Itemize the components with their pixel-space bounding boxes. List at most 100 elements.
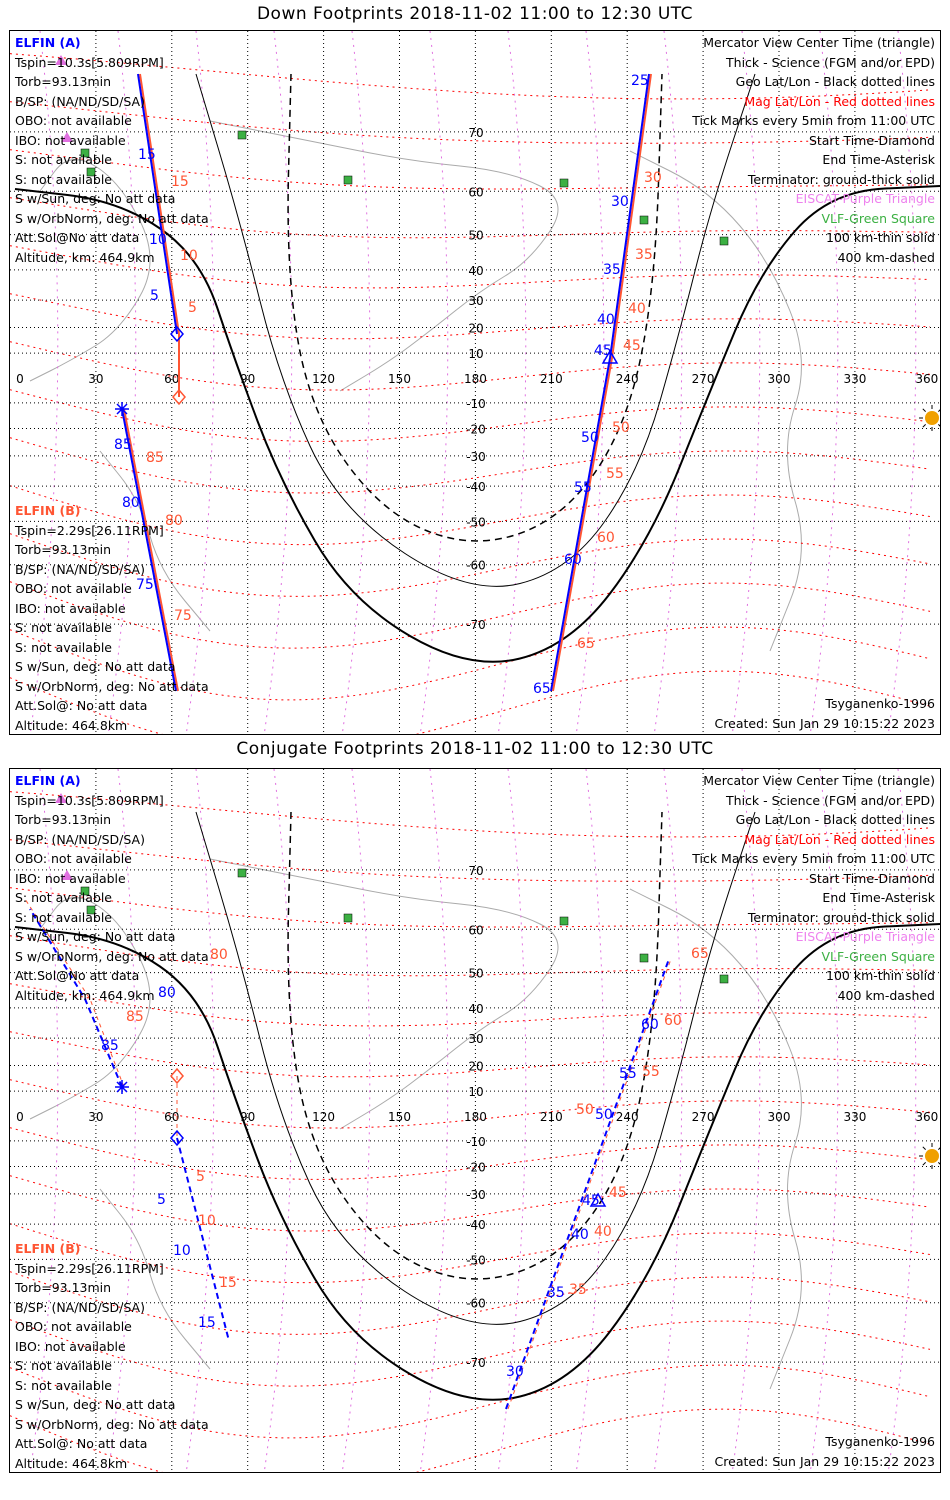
tick-label-b: 55 xyxy=(642,1064,660,1080)
elfin-a-info: ELFIN (A) Tspin=10.3s[5.809RPM] Torb=93.13… xyxy=(15,771,209,1005)
tick-label-b: 50 xyxy=(576,1102,594,1118)
coastline xyxy=(629,888,802,1390)
lon-label: 180 xyxy=(464,1110,487,1124)
elfin-a-track xyxy=(121,408,177,692)
tick-label-b: 85 xyxy=(126,1009,144,1025)
lat-label: -60 xyxy=(466,559,486,573)
info-line: S w/OrbNorm, deg: No att data xyxy=(15,210,209,226)
mag-lon-line xyxy=(653,31,683,734)
mag-lat-line xyxy=(10,1031,931,1078)
lon-label: 150 xyxy=(388,1110,411,1124)
mag-lon-line xyxy=(341,31,371,734)
mag-lon-line xyxy=(107,769,137,1472)
lat-label: -10 xyxy=(466,1135,486,1149)
mag-lat-line xyxy=(10,53,931,100)
mag-lat-line xyxy=(10,791,931,838)
tick-label-b: 5 xyxy=(188,300,197,316)
sun-ray xyxy=(922,408,926,412)
tick-label-b: 80 xyxy=(165,513,183,529)
info-line: S w/OrbNorm, deg: No att data xyxy=(15,948,209,964)
lat-label: -20 xyxy=(466,423,486,437)
info-line: S: not available xyxy=(15,639,112,655)
mag-lon-line xyxy=(107,31,137,734)
spacecraft-name: ELFIN (B) xyxy=(15,503,81,518)
vlf-station-square xyxy=(559,178,569,188)
lat-label: 50 xyxy=(468,967,483,981)
center-time-triangle xyxy=(589,1192,607,1207)
map-canvas: 0 30 60 90 120 150 180 210 240 270 300 330 360706050… xyxy=(10,31,940,734)
legend-item: 400 km-dashed xyxy=(837,987,935,1003)
lat-label: -70 xyxy=(466,1356,486,1370)
mag-lat-line xyxy=(10,101,931,144)
end-asterisk xyxy=(115,402,129,416)
vlf-station-square xyxy=(80,148,90,158)
panel-title-down: Down Footprints 2018-11-02 11:00 to 12:3… xyxy=(256,4,694,24)
legend-item: Mag Lat/Lon - Red dotted lines xyxy=(744,831,935,847)
tick-label-a: 65 xyxy=(533,681,551,697)
mag-lat-line xyxy=(10,1223,931,1284)
legend-item: Geo Lat/Lon - Black dotted lines xyxy=(735,812,935,827)
legend-item: EISCAT-Purple Triangle xyxy=(795,191,935,206)
lat-label: 20 xyxy=(468,1059,483,1073)
tick-label-b: 10 xyxy=(198,1213,216,1229)
tick-label-a: 30 xyxy=(611,194,629,210)
info-line: S w/Sun, deg: No att data xyxy=(15,191,176,206)
tick-label-b: 60 xyxy=(597,530,615,546)
tick-label-b: 85 xyxy=(146,450,164,466)
tick-label-a: 40 xyxy=(571,1227,589,1243)
lat-label: 40 xyxy=(468,1002,483,1016)
panel-title-conjugate: Conjugate Footprints 2018-11-02 11:00 to… xyxy=(236,739,714,759)
lat-label: -50 xyxy=(466,1253,486,1267)
vlf-station-square xyxy=(639,953,649,963)
lon-label: 240 xyxy=(616,372,639,386)
info-line: Att.Sol@No att data xyxy=(15,968,140,983)
lat-label: 30 xyxy=(468,294,483,308)
sun-ray xyxy=(938,424,940,427)
vlf-station-square xyxy=(639,215,649,225)
mag-lat-line xyxy=(10,581,931,649)
mag-lon-line xyxy=(185,769,215,1472)
info-line: S: not available xyxy=(15,1377,112,1393)
tick-label-b: 45 xyxy=(623,338,641,354)
lat-label: -70 xyxy=(466,618,486,632)
legend-item: End Time-Asterisk xyxy=(822,890,935,905)
info-line: OBO: not available xyxy=(15,851,132,866)
legend-item: 100 km-thin solid xyxy=(826,968,935,983)
lon-label: 60 xyxy=(164,372,179,386)
start-diamond-b xyxy=(170,1067,184,1085)
spacecraft-name: ELFIN (B) xyxy=(15,1241,81,1256)
sun-ray xyxy=(922,1146,926,1150)
mag-lat-line xyxy=(10,1271,931,1335)
model-label: Tsyganenko-1996 xyxy=(825,696,935,711)
lon-label: 300 xyxy=(768,1110,791,1124)
lon-label: 270 xyxy=(692,1110,715,1124)
tick-label-b: 15 xyxy=(219,1275,237,1291)
lat-label: 70 xyxy=(468,864,483,878)
lat-label: 30 xyxy=(468,1032,483,1046)
lon-label: 360 xyxy=(915,372,938,386)
lat-label: -10 xyxy=(466,397,486,411)
legend-item: Thick - Science (FGM and/or EPD) xyxy=(726,54,935,70)
vlf-station-square xyxy=(86,905,96,915)
mag-lat-line xyxy=(10,935,931,977)
legend-item: 400 km-dashed xyxy=(837,249,935,265)
elfin-a-track xyxy=(137,73,178,335)
vlf-station-square xyxy=(719,974,729,984)
lat-label: 40 xyxy=(468,264,483,278)
vlf-station-square xyxy=(343,175,353,185)
mag-lat-line xyxy=(10,1319,931,1387)
info-line: B/SP: (NA/ND/SD/SA) xyxy=(15,93,145,109)
tick-label-a: 25 xyxy=(631,73,649,89)
mag-lon-line xyxy=(575,769,605,1472)
legend: Mercator View Center Time (triangle) Thic… xyxy=(692,33,935,267)
tick-label-a: 75 xyxy=(136,577,154,593)
info-line: S: not available xyxy=(15,152,112,167)
tick-label-b: 5 xyxy=(196,1169,205,1185)
eiscat-triangle xyxy=(55,55,67,65)
coastline xyxy=(629,150,802,652)
info-line: Torb=93.13min xyxy=(15,74,112,89)
legend-item: Geo Lat/Lon - Black dotted lines xyxy=(735,74,935,89)
lon-label: 180 xyxy=(464,372,487,386)
info-line: S: not available xyxy=(15,620,112,635)
tick-label-b: 65 xyxy=(577,636,595,652)
